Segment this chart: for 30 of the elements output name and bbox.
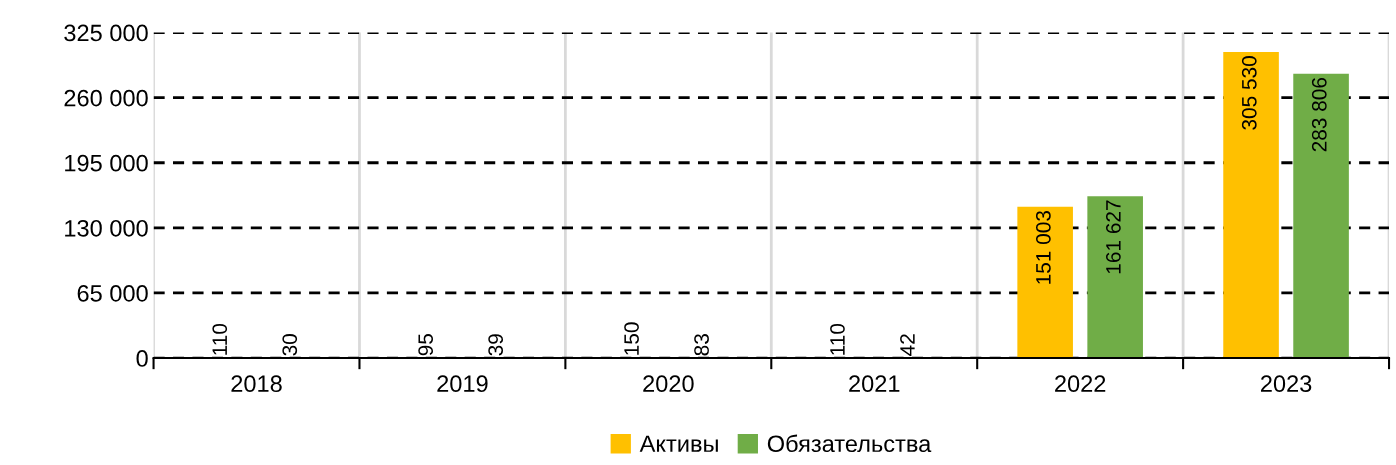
- y-tick-label: 260 000: [64, 89, 148, 107]
- bar: [1293, 73, 1349, 359]
- text: 42: [900, 334, 915, 356]
- legend-label: Обязательства: [767, 434, 932, 453]
- text: 83: [694, 334, 709, 356]
- y-tick-label: 0: [136, 350, 148, 367]
- x-tick-label: 2019: [437, 375, 488, 393]
- text: 161 627: [1106, 200, 1121, 274]
- text: 110: [212, 323, 228, 355]
- x-tick-label: 2021: [849, 375, 900, 393]
- text: 110: [830, 323, 845, 355]
- bar: [1087, 196, 1143, 359]
- legend-label: Активы: [639, 435, 718, 452]
- text: 283 806: [1311, 77, 1327, 152]
- y-tick-label: 130 000: [65, 219, 148, 237]
- bar: [1017, 206, 1073, 359]
- x-tick-label: 2020: [643, 375, 694, 393]
- text: 39: [488, 334, 504, 356]
- text: 151 003: [1035, 210, 1051, 284]
- text: 30: [282, 334, 298, 356]
- x-tick-label: 2022: [1055, 375, 1106, 393]
- text: 150: [624, 322, 639, 355]
- text: 95: [418, 334, 434, 356]
- x-tick-label: 2018: [231, 375, 282, 393]
- text: 305 530: [1241, 56, 1257, 130]
- y-tick-label: 195 000: [65, 154, 148, 172]
- y-tick-label: 325 000: [64, 24, 148, 42]
- x-tick-label: 2023: [1260, 375, 1312, 393]
- bar: [1223, 52, 1279, 359]
- y-tick-label: 65 000: [77, 285, 148, 302]
